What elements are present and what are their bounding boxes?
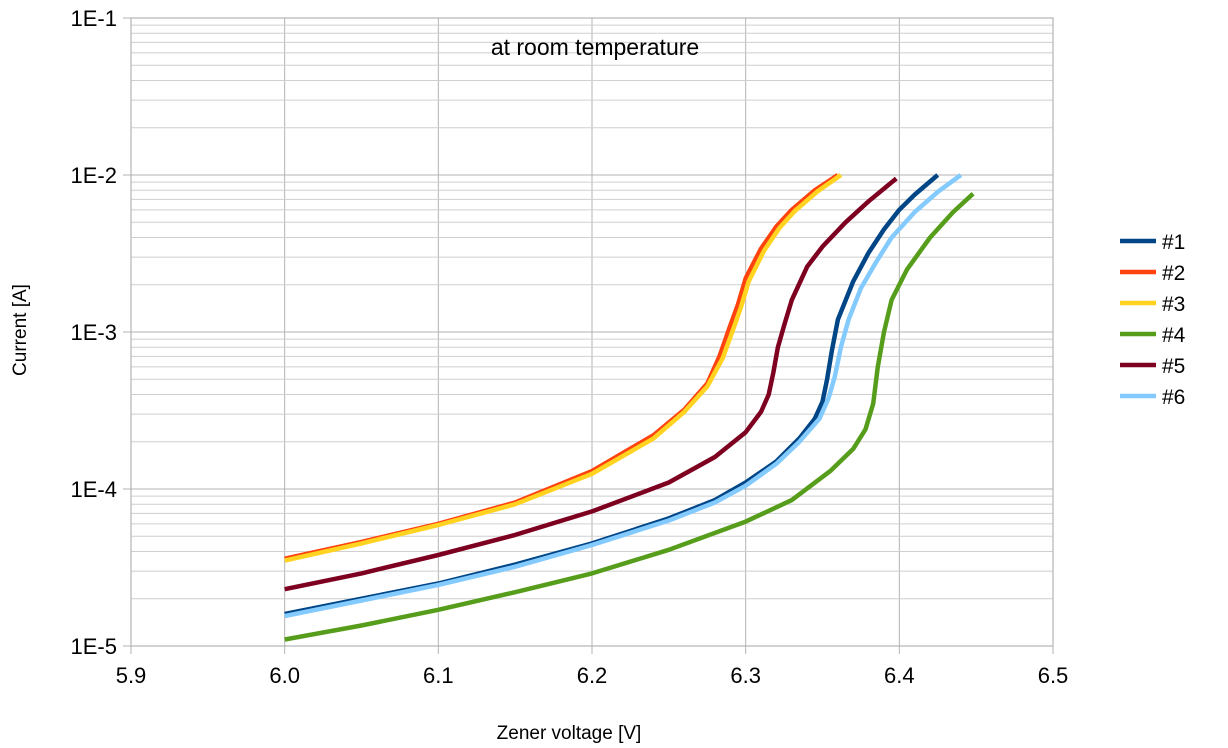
series-layer xyxy=(284,173,975,642)
series-line-4 xyxy=(284,192,975,642)
x-tick-label: 6.5 xyxy=(1038,663,1069,688)
x-axis-ticks: 5.9 6.0 6.1 6.2 6.3 6.4 6.5 xyxy=(116,646,1069,688)
y-tick-label: 1E-2 xyxy=(71,163,117,188)
y-axis-title: Current [A] xyxy=(10,284,31,376)
y-tick-label: 1E-5 xyxy=(71,634,117,659)
y-tick-label: 1E-3 xyxy=(71,320,117,345)
x-tick-label: 6.3 xyxy=(730,663,761,688)
x-axis-title: Zener voltage [V] xyxy=(497,723,642,744)
x-tick-label: 6.2 xyxy=(577,663,608,688)
legend: #1 #2 #3 #4 #5 #6 xyxy=(1120,231,1186,409)
series-line-3 xyxy=(284,173,843,563)
x-tick-label: 6.1 xyxy=(423,663,454,688)
x-tick-label: 6.4 xyxy=(884,663,915,688)
legend-label: #5 xyxy=(1162,355,1185,378)
chart-title: at room temperature xyxy=(491,34,699,60)
y-tick-label: 1E-4 xyxy=(71,477,117,502)
legend-label: #2 xyxy=(1162,262,1185,285)
series-line-6 xyxy=(284,173,963,619)
series-line-5 xyxy=(284,176,898,592)
legend-label: #4 xyxy=(1162,324,1186,347)
legend-label: #1 xyxy=(1162,231,1185,254)
legend-label: #3 xyxy=(1162,293,1185,316)
x-tick-label: 6.0 xyxy=(269,663,300,688)
x-tick-label: 5.9 xyxy=(116,663,147,688)
y-axis-ticks: 1E-5 1E-4 1E-3 1E-2 1E-1 xyxy=(71,6,131,659)
y-tick-label: 1E-1 xyxy=(71,6,117,31)
legend-label: #6 xyxy=(1162,386,1185,409)
